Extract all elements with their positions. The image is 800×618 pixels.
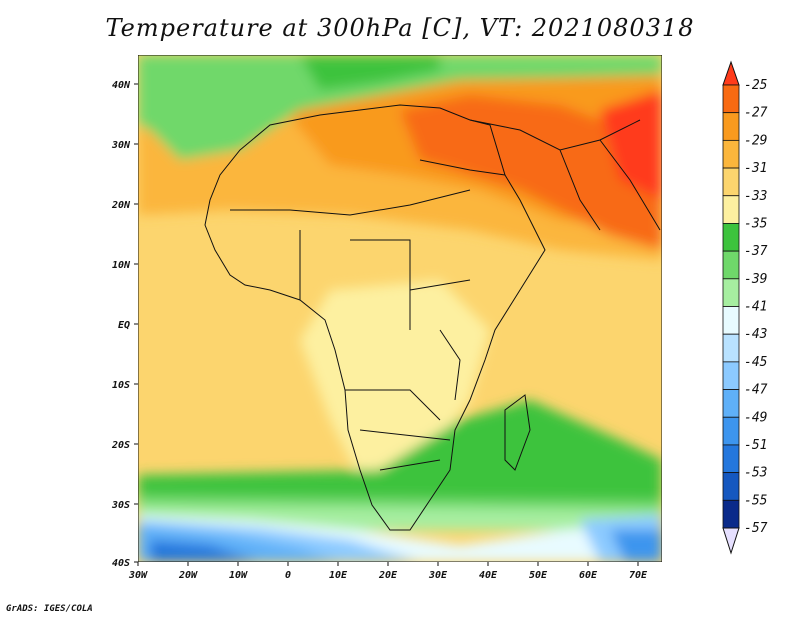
colorbar-segment [722, 361, 740, 390]
lat-label: 40S [112, 558, 130, 569]
lon-label: 30E [428, 570, 448, 581]
colorbar-segment [722, 278, 740, 307]
lat-label: 10N [112, 260, 131, 271]
colorbar-label: -45 [744, 355, 768, 370]
lat-label: EQ [118, 320, 130, 331]
colorbar-segment [722, 389, 740, 418]
colorbar-label: -55 [744, 493, 768, 508]
colorbar-label: -47 [744, 383, 768, 398]
colorbar-segment [722, 472, 740, 501]
lon-label: 10E [329, 570, 348, 581]
lon-label: 30W [128, 570, 148, 581]
colorbar-segment [722, 333, 740, 363]
colorbar-segment [722, 306, 740, 335]
lon-label: 10W [229, 570, 248, 581]
colorbar-label: -29 [744, 133, 767, 148]
lon-labels: 30W 20W 10W 0 10E 20E 30E 40E 50E 60E 70… [128, 570, 648, 581]
lon-label: 40E [479, 570, 498, 581]
lat-label: 30S [111, 500, 130, 511]
lat-label: 40N [112, 80, 131, 91]
colorbar-label: -33 [744, 189, 767, 204]
colorbar-segment [722, 416, 740, 446]
colorbar-segment [722, 250, 740, 280]
colorbar-label: -51 [744, 438, 767, 453]
lat-label: 20S [111, 440, 130, 451]
colorbar-segment [722, 139, 740, 169]
colorbar-label: -43 [744, 327, 767, 342]
lon-label: 0 [285, 570, 291, 581]
credit-text: GrADS: IGES/COLA [6, 604, 93, 614]
lon-label: 20W [178, 570, 198, 581]
lon-label: 60E [579, 570, 598, 581]
temperature-field [138, 55, 662, 562]
lon-ticks [137, 562, 639, 566]
lon-label: 70E [629, 570, 648, 581]
colorbar: -25 -27 -29 -31 -33 -35 -37 -39 -41 -43 -45 -47 -49 -… [722, 60, 768, 555]
colorbar-label: -31 [744, 161, 767, 176]
colorbar-bottom-arrow [722, 527, 740, 555]
colorbar-label: -41 [744, 300, 767, 315]
lon-label: 20E [378, 570, 398, 581]
colorbar-label: -37 [744, 244, 768, 259]
colorbar-segment [722, 444, 740, 474]
lat-labels: 40N 30N 20N 10N EQ 10S 20S 30S 40S [111, 80, 131, 569]
colorbar-segment [722, 112, 740, 141]
colorbar-label: -27 [744, 106, 768, 121]
colorbar-segment [722, 195, 740, 224]
colorbar-top-arrow [722, 60, 740, 86]
colorbar-label: -39 [744, 272, 767, 287]
colorbar-segment [722, 167, 740, 197]
lat-label: 30N [111, 140, 131, 151]
lon-label: 50E [529, 570, 548, 581]
colorbar-label: -57 [744, 521, 768, 536]
lat-ticks [134, 83, 138, 563]
lat-label: 20N [111, 200, 131, 211]
colorbar-label: -35 [744, 216, 768, 231]
lat-label: 10S [112, 380, 130, 391]
page-title: Temperature at 300hPa [C], VT: 202108031… [105, 14, 695, 42]
colorbar-segment [722, 223, 740, 252]
colorbar-segment [722, 499, 740, 529]
colorbar-label: -53 [744, 466, 767, 481]
colorbar-label: -25 [744, 78, 768, 93]
colorbar-label: -49 [744, 410, 767, 425]
colorbar-segment [722, 84, 740, 114]
